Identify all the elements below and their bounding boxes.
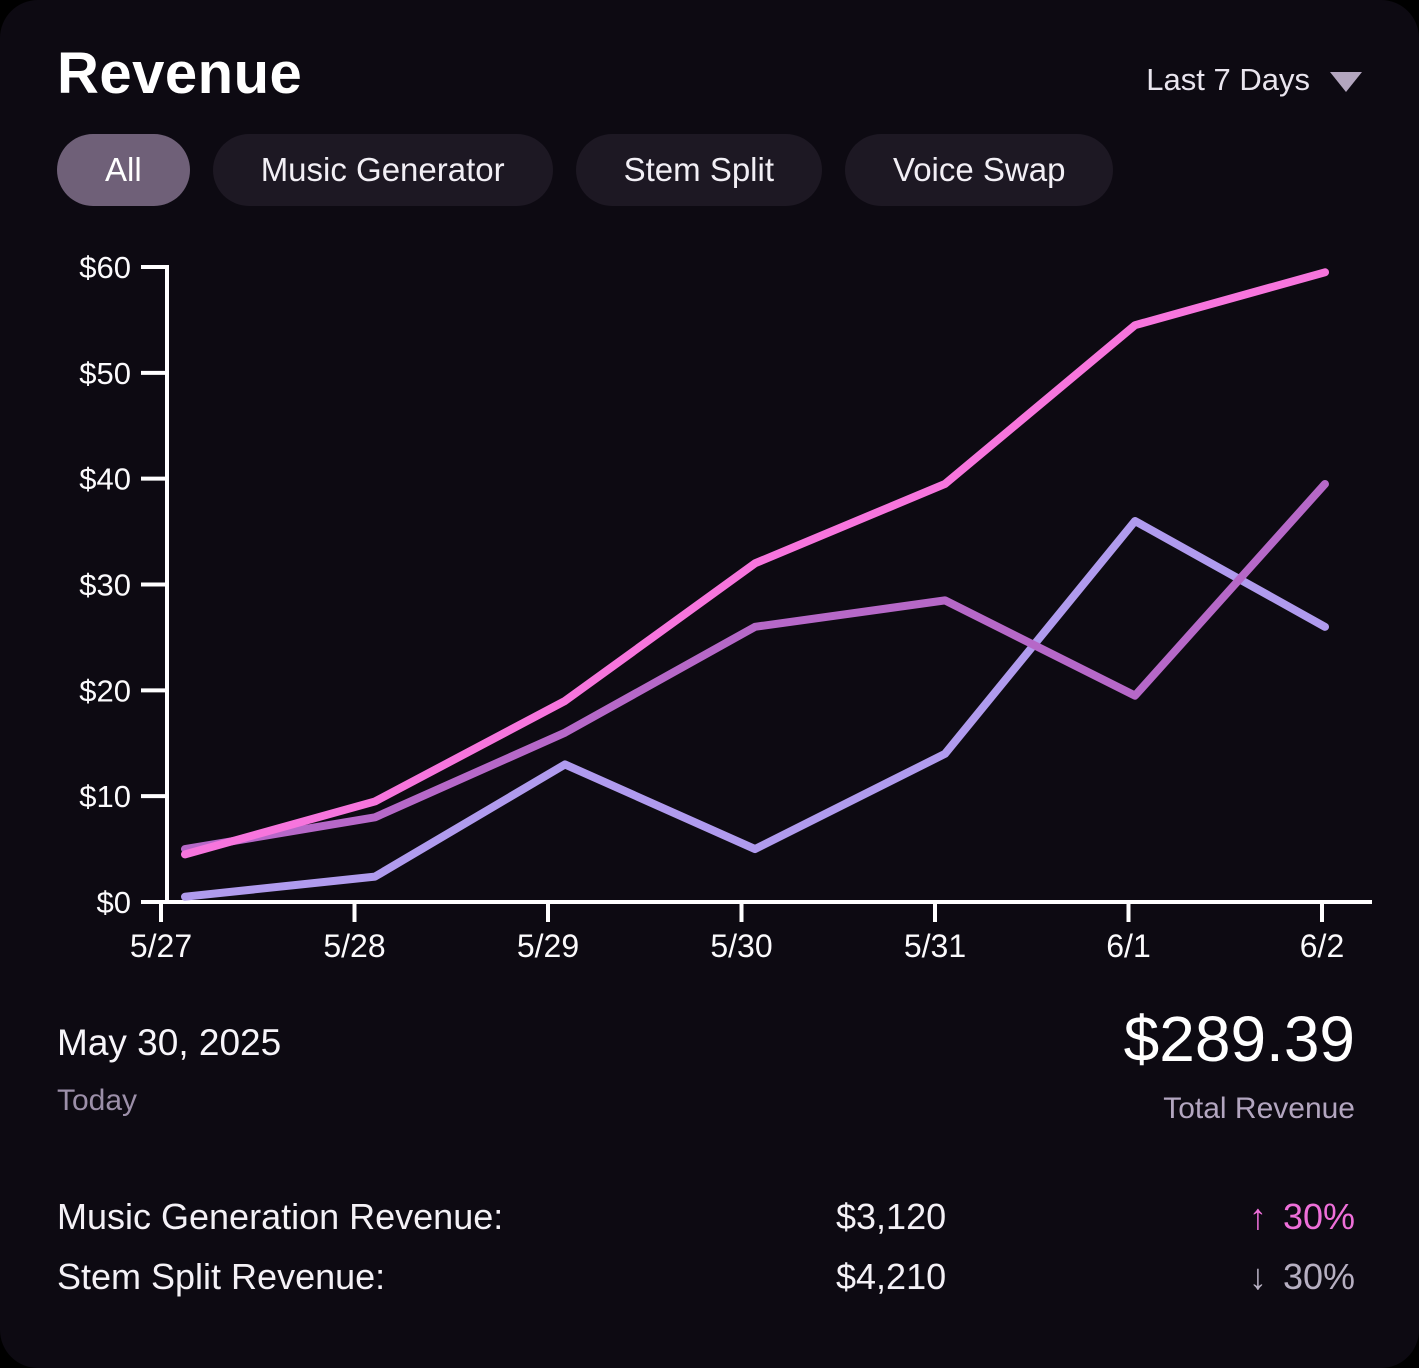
selected-date-caption: Today xyxy=(57,1084,138,1117)
y-tick-label: $0 xyxy=(97,885,131,920)
x-tick-label: 5/27 xyxy=(130,928,192,964)
metric-label: Music Generation Revenue: xyxy=(57,1196,504,1237)
y-tick-label: $50 xyxy=(79,356,131,391)
x-tick-label: 5/31 xyxy=(904,928,966,964)
metric-change-percent: 30% xyxy=(1282,1256,1355,1297)
x-tick-label: 5/30 xyxy=(710,928,772,964)
line-lavender xyxy=(181,517,1329,901)
total-revenue-value: $289.39 xyxy=(1123,1003,1355,1075)
x-tick-label: 5/29 xyxy=(517,928,579,964)
page-title: Revenue xyxy=(57,41,303,106)
arrow-up-icon: ↑ xyxy=(1248,1196,1267,1237)
y-tick-label: $40 xyxy=(79,462,131,497)
y-tick-label: $60 xyxy=(79,250,131,285)
x-tick-label: 6/2 xyxy=(1300,928,1344,964)
filter-pill-music-generator[interactable]: Music Generator xyxy=(212,134,553,206)
x-tick-label: 6/1 xyxy=(1106,928,1150,964)
range-selector-label: Last 7 Days xyxy=(1146,62,1310,97)
y-tick-label: $30 xyxy=(79,568,131,603)
line-pink xyxy=(181,268,1329,859)
metric-row-music-generation: Music Generation Revenue: $3,120 ↑ 30% xyxy=(57,1196,1355,1242)
revenue-chart: $0 $10 $20 $30 $40 $50 $60 5/27 5/28 5/29 5/30 5/31… xyxy=(79,250,1372,964)
y-tick-label: $20 xyxy=(79,673,131,708)
metric-value: $4,210 xyxy=(836,1256,947,1297)
metric-change-percent: 30% xyxy=(1282,1196,1355,1237)
metric-value: $3,120 xyxy=(836,1196,947,1237)
total-revenue-label: Total Revenue xyxy=(1163,1092,1355,1125)
filter-pill-all[interactable]: All xyxy=(57,134,190,206)
metric-label: Stem Split Revenue: xyxy=(57,1256,386,1297)
x-tick-label: 5/28 xyxy=(323,928,385,964)
chevron-down-icon xyxy=(1330,72,1362,92)
y-tick-label: $10 xyxy=(79,779,131,814)
metric-row-stem-split: Stem Split Revenue: $4,210 ↓ 30% xyxy=(57,1256,1355,1302)
range-selector[interactable]: Last 7 Days xyxy=(1146,62,1362,98)
selected-date: May 30, 2025 xyxy=(57,1022,282,1063)
filter-pill-stem-split[interactable]: Stem Split xyxy=(575,134,823,206)
filter-pill-voice-swap[interactable]: Voice Swap xyxy=(845,134,1114,206)
filter-pills: All Music Generator Stem Split Voice Swa… xyxy=(57,134,1114,206)
arrow-down-icon: ↓ xyxy=(1248,1256,1267,1297)
line-purple xyxy=(181,479,1329,854)
